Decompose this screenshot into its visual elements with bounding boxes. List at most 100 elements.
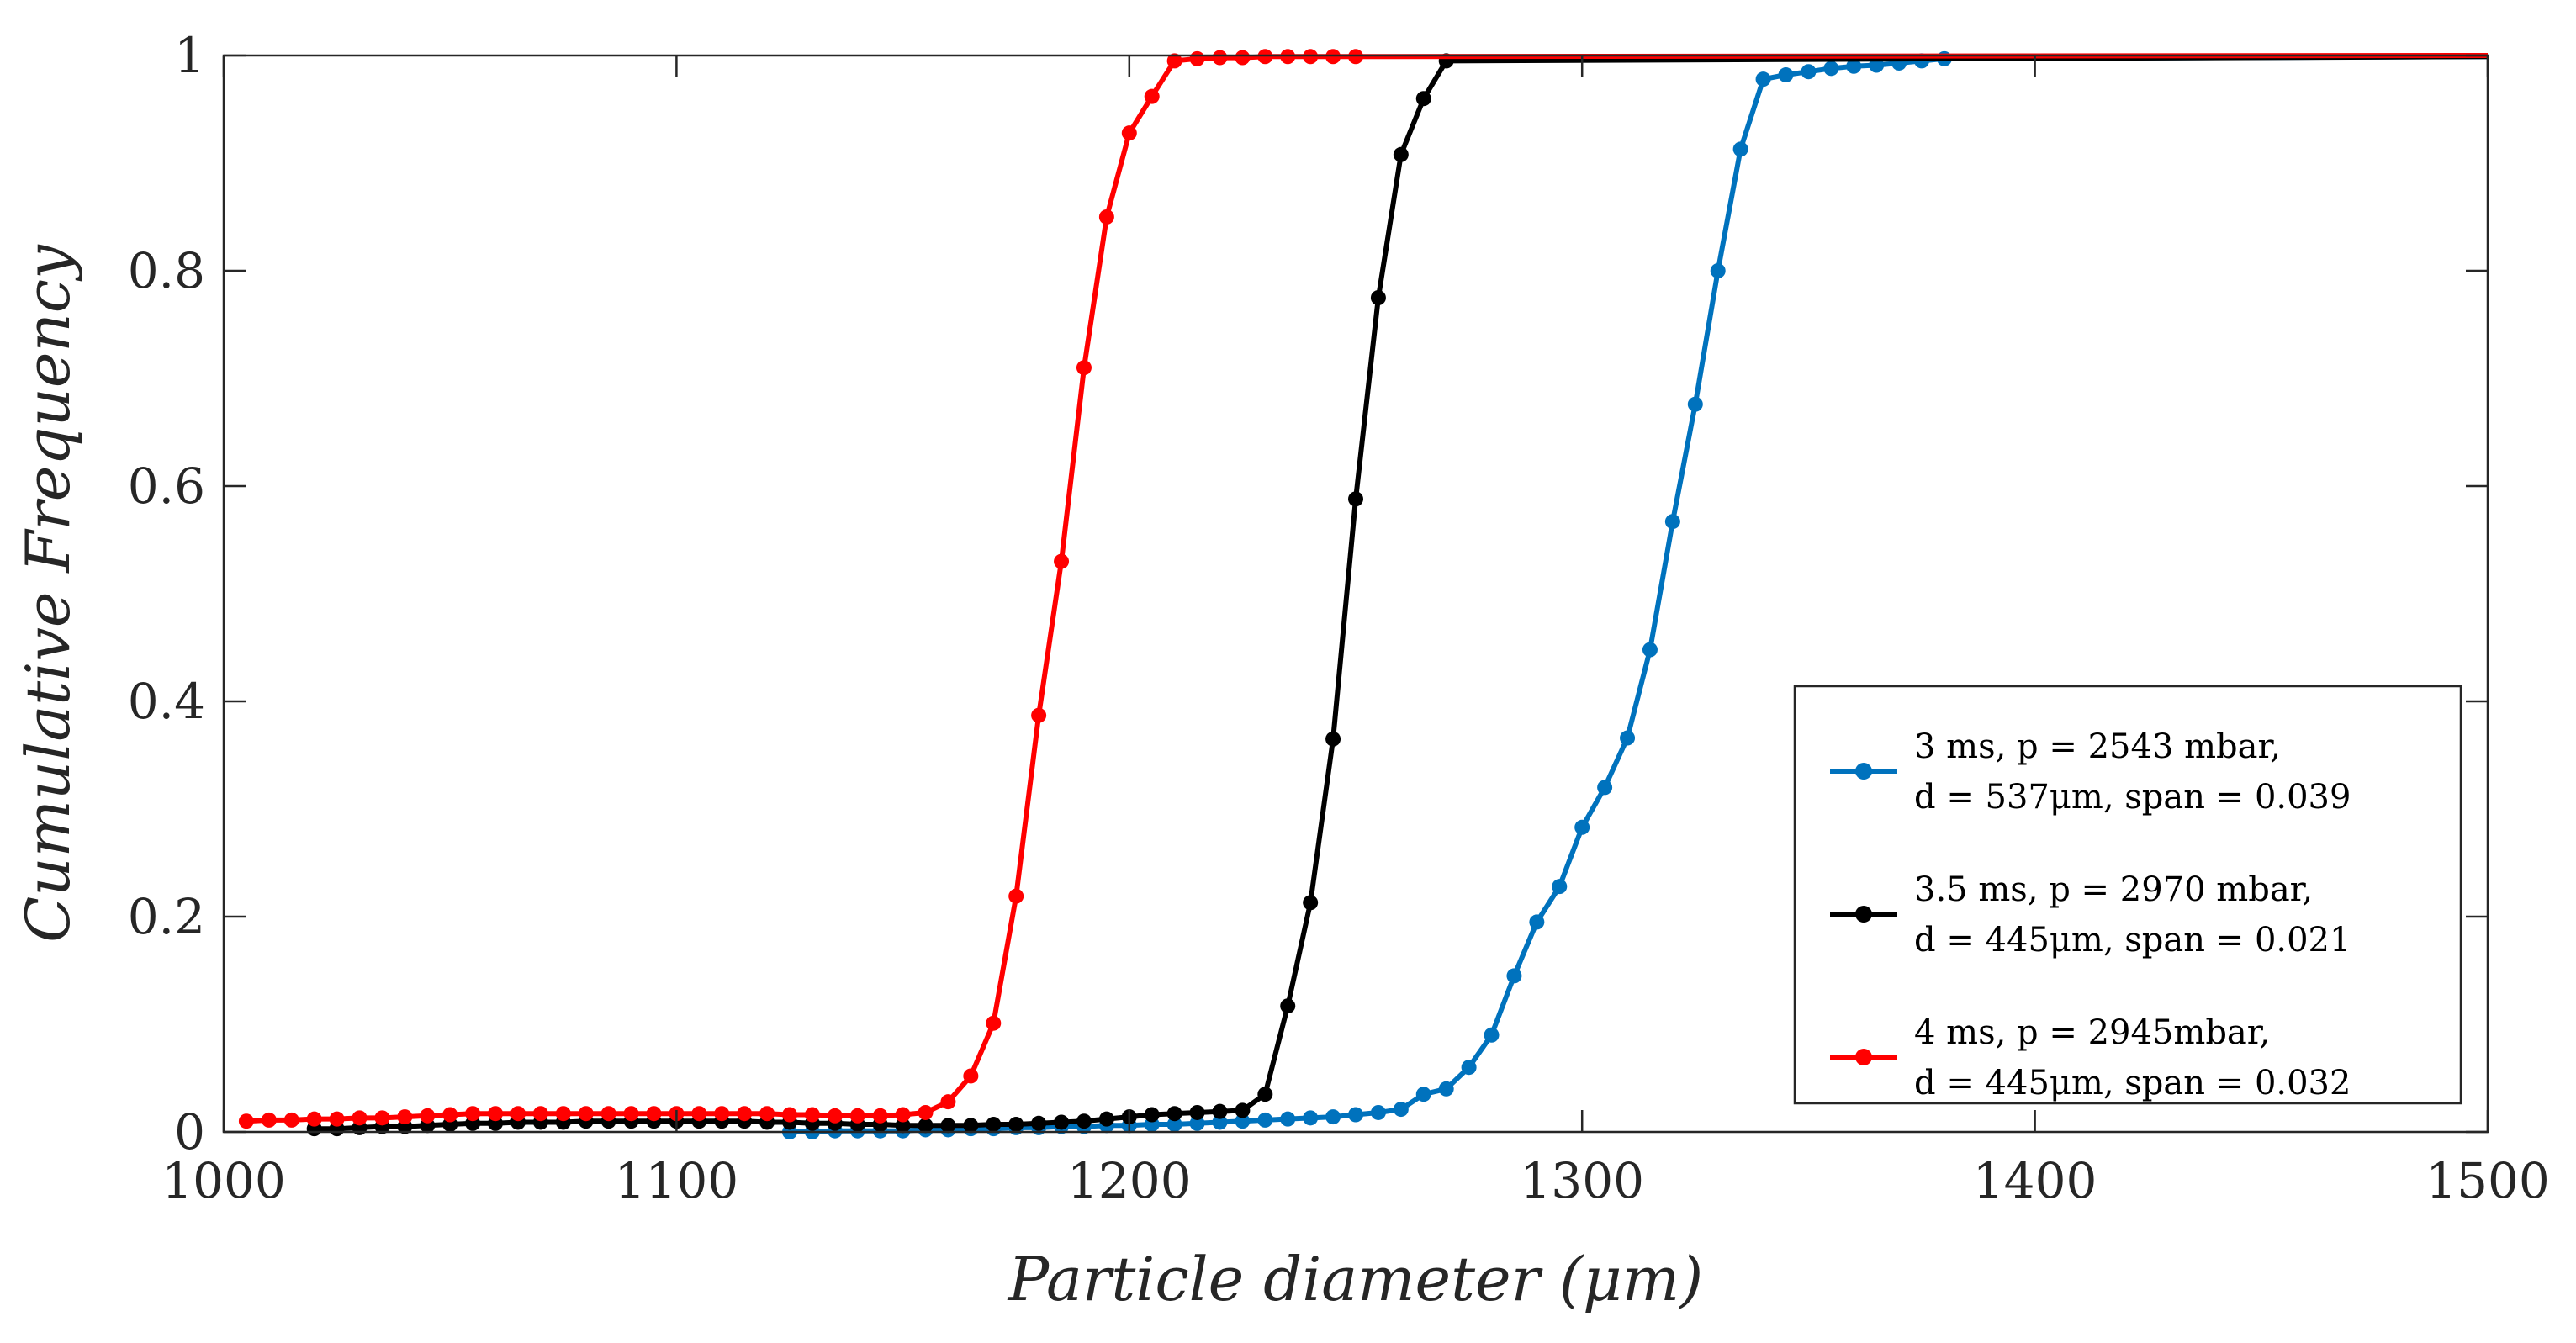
data-point: [1664, 514, 1680, 530]
data-point: [1121, 125, 1137, 141]
data-point: [1732, 141, 1748, 157]
data-point: [1031, 1115, 1047, 1131]
data-point: [1076, 1113, 1092, 1129]
data-point: [1212, 1103, 1228, 1119]
data-point: [1642, 642, 1658, 658]
y-tick-label: 0.4: [128, 673, 205, 730]
data-point: [714, 1106, 730, 1122]
legend-label-line2: d = 445μm, span = 0.032: [1914, 1064, 2351, 1102]
data-point: [691, 1106, 707, 1122]
data-point: [1552, 879, 1568, 895]
data-point: [1710, 263, 1726, 278]
ticks-layer: 1000 1100 1200 1300 1400 1500 0 0.2 0.4 0.6 0.8 1: [128, 27, 2550, 1209]
data-point: [940, 1094, 956, 1110]
data-point: [895, 1118, 911, 1134]
data-point: [1348, 1107, 1363, 1123]
data-point: [1348, 49, 1363, 65]
data-point: [1303, 1110, 1319, 1126]
data-point: [1235, 1102, 1251, 1118]
data-point: [963, 1118, 979, 1134]
data-point: [1098, 1111, 1114, 1127]
data-point: [1620, 730, 1636, 746]
data-point: [442, 1107, 458, 1123]
data-point: [261, 1112, 277, 1128]
data-point: [1257, 1087, 1273, 1102]
data-point: [1415, 1087, 1431, 1102]
data-point: [804, 1107, 820, 1123]
data-point: [1054, 1114, 1070, 1130]
legend-label-line1: 3 ms, p = 2543 mbar,: [1914, 727, 2281, 766]
data-point: [1166, 1117, 1182, 1133]
data-point: [1257, 1112, 1273, 1128]
data-point: [510, 1106, 526, 1122]
data-point: [238, 1113, 254, 1129]
data-point: [782, 1107, 797, 1123]
data-point: [940, 1118, 956, 1134]
data-point: [1755, 71, 1771, 87]
data-point: [646, 1106, 662, 1122]
legend-marker: [1855, 1049, 1872, 1065]
data-point: [1098, 209, 1114, 225]
data-point: [1801, 64, 1817, 80]
data-point: [1506, 968, 1522, 984]
data-point: [420, 1108, 436, 1124]
legend: 3 ms, p = 2543 mbar, d = 537μm, span = 0.…: [1793, 685, 2462, 1105]
x-tick-label: 1500: [2425, 1152, 2550, 1209]
data-point: [1144, 88, 1160, 104]
data-point: [1166, 1106, 1182, 1122]
data-point: [737, 1106, 753, 1122]
data-point: [1846, 58, 1862, 74]
data-point: [1166, 53, 1182, 69]
data-point: [895, 1107, 911, 1123]
data-point: [849, 1108, 865, 1124]
legend-label-line2: d = 445μm, span = 0.021: [1914, 921, 2351, 960]
data-point: [1325, 731, 1341, 747]
data-point: [918, 1104, 934, 1120]
data-point: [1008, 888, 1024, 904]
data-point: [1393, 146, 1409, 162]
series-line: [790, 56, 1945, 1134]
data-point: [1438, 1081, 1454, 1097]
data-point: [352, 1110, 368, 1126]
data-point: [1370, 1104, 1386, 1120]
data-point: [555, 1106, 571, 1122]
y-tick-label: 0.2: [128, 888, 205, 945]
data-point: [827, 1108, 843, 1124]
x-tick-label: 1400: [1973, 1152, 2097, 1209]
data-point: [872, 1108, 888, 1124]
data-point: [1687, 396, 1703, 412]
data-point: [1280, 49, 1296, 65]
data-point: [1348, 491, 1363, 507]
data-point: [1597, 780, 1613, 796]
data-point: [1189, 1104, 1205, 1120]
data-point: [1461, 1060, 1477, 1076]
data-point: [1212, 50, 1228, 66]
y-tick-label: 0.8: [128, 242, 205, 299]
data-point: [1189, 1115, 1205, 1131]
data-point: [1325, 49, 1341, 65]
data-point: [397, 1109, 413, 1125]
legend-label-line1: 3.5 ms, p = 2970 mbar,: [1914, 870, 2313, 909]
data-point: [1008, 1117, 1024, 1133]
legend-label-line1: 4 ms, p = 2945mbar,: [1914, 1013, 2270, 1052]
data-point: [1325, 1109, 1341, 1125]
plot-area-frame: [222, 54, 2489, 1134]
data-point: [1529, 914, 1545, 930]
data-point: [1235, 50, 1251, 66]
data-point: [1144, 1107, 1160, 1123]
data-point: [374, 1110, 390, 1126]
data-point: [600, 1106, 616, 1122]
data-point: [986, 1117, 1002, 1133]
data-point: [1303, 895, 1319, 911]
data-point: [1303, 49, 1319, 65]
data-point: [623, 1106, 639, 1122]
data-point: [1393, 1102, 1409, 1118]
data-point: [283, 1112, 299, 1128]
data-point: [1484, 1027, 1500, 1043]
data-point: [1370, 290, 1386, 305]
data-point: [578, 1106, 594, 1122]
data-point: [1280, 1111, 1296, 1127]
y-tick-label: 0: [174, 1103, 205, 1161]
